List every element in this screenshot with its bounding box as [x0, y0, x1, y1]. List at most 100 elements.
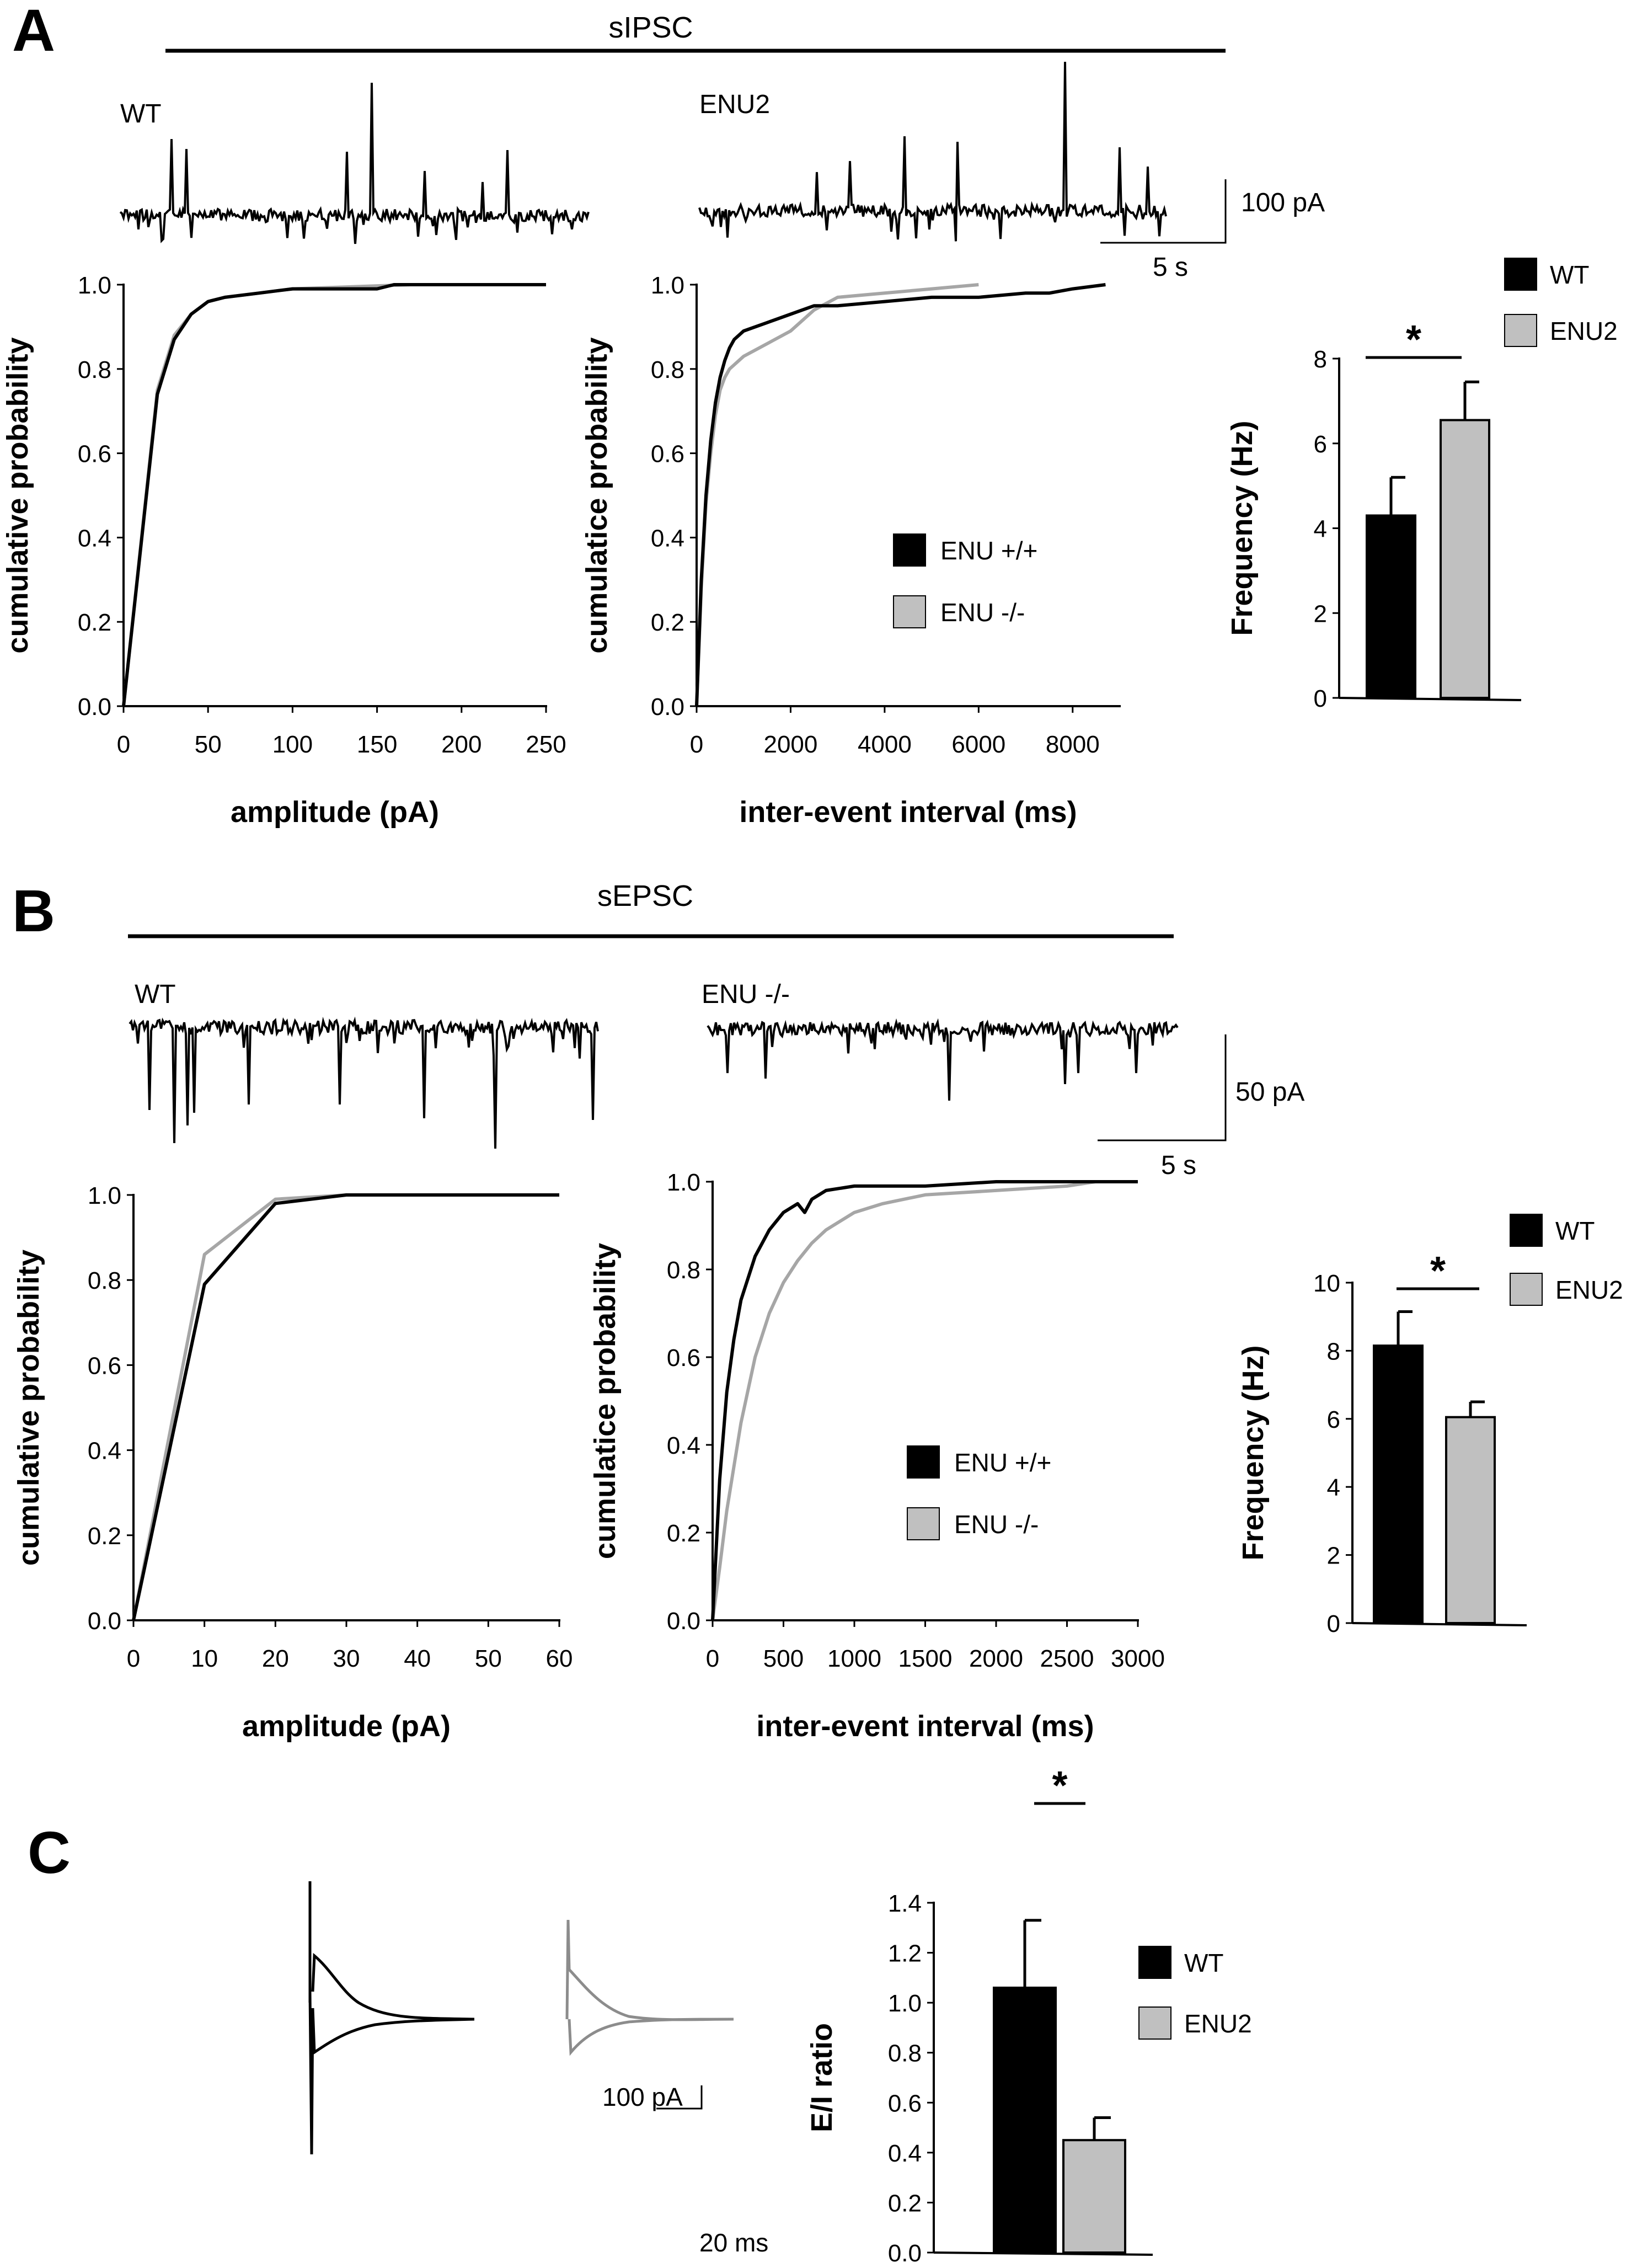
legend-label: ENU -/-	[940, 598, 1025, 627]
x-tick-label: 40	[404, 1645, 431, 1672]
series-line-enu-ko	[132, 1193, 418, 1621]
legend-label: ENU2	[1184, 2009, 1252, 2038]
x-tick-label: 1500	[898, 1645, 953, 1672]
series-line-enu-ko	[695, 283, 979, 707]
panel-a-wt-label: WT	[120, 99, 162, 129]
y-tick-label: 0.6	[88, 1352, 121, 1379]
bar-enu2	[1440, 419, 1490, 699]
x-tick-label: 2500	[1040, 1645, 1094, 1672]
y-tick-label: 0.4	[88, 1438, 121, 1465]
bar-enu2	[1062, 2139, 1126, 2254]
legend-swatch	[1510, 1214, 1543, 1247]
x-tick-label: 8000	[1046, 731, 1100, 758]
y-tick-label: 0.0	[651, 693, 684, 721]
series-line-enu-ko	[711, 1180, 1138, 1621]
y-tick-label: 4	[1314, 516, 1327, 543]
x-tick-label: 50	[195, 731, 222, 758]
significance-star: *	[1406, 318, 1421, 362]
evoked-trace-enu2	[565, 1919, 734, 2056]
y-tick-label: 0.6	[888, 2090, 922, 2117]
legend-label: WT	[1550, 260, 1590, 289]
x-tick-label: 150	[357, 731, 397, 758]
x-axis-label: amplitude (pA)	[242, 1710, 451, 1743]
legend-swatch	[907, 1445, 940, 1479]
y-tick-label: 0.8	[78, 356, 111, 383]
panel-c-scale-time: 20 ms	[699, 2228, 768, 2257]
y-axis-label: cumulative probability	[1, 337, 34, 653]
y-tick-label: 1.0	[888, 1990, 922, 2017]
legend-swatch	[1510, 1273, 1543, 1306]
series-line-enu-wt	[695, 283, 1106, 707]
x-tick-label: 0	[706, 1645, 719, 1672]
y-tick-label: 8	[1314, 346, 1327, 373]
legend-label: ENU +/+	[940, 536, 1037, 565]
panel-b-scale-time: 5 s	[1161, 1151, 1196, 1180]
y-axis-label: cumulatice probability	[589, 1243, 622, 1559]
y-tick-label: 0.2	[667, 1520, 700, 1547]
x-axis-label: inter-event interval (ms)	[756, 1710, 1094, 1743]
chart-b-frequency-bars: 0 2 4 6 8 10 Frequency (Hz) * WT ENU2	[1237, 1214, 1623, 1637]
legend-swatch	[907, 1507, 940, 1540]
y-tick-label: 1.0	[78, 272, 111, 299]
panel-b-enu-label: ENU -/-	[702, 980, 790, 1009]
legend-label: ENU -/-	[954, 1510, 1039, 1539]
legend-label: ENU2	[1550, 317, 1618, 345]
y-axis-label: Frequency (Hz)	[1237, 1345, 1270, 1560]
y-tick-label: 0.4	[667, 1432, 700, 1459]
x-tick-label: 500	[763, 1645, 804, 1672]
x-axis-label: inter-event interval (ms)	[739, 796, 1077, 829]
chart-c-ei-ratio-bars: 0.0 0.2 0.4 0.6 0.8 1.0 1.2 1.4 E/I ratio * WT ENU2	[805, 1764, 1252, 2267]
x-tick-label: 100	[272, 731, 313, 758]
y-tick-label: 1.0	[88, 1182, 121, 1209]
x-tick-label: 6000	[951, 731, 1005, 758]
series-line-enu-wt	[122, 283, 546, 707]
x-tick-label: 0	[117, 731, 130, 758]
series-line-enu-wt	[132, 1193, 559, 1621]
y-tick-label: 0.8	[651, 356, 684, 383]
x-tick-label: 60	[546, 1645, 573, 1672]
sipsc-trace-wt	[119, 82, 590, 244]
legend-swatch	[1138, 2006, 1171, 2040]
bar-wt	[1373, 1344, 1424, 1625]
y-tick-label: 0.0	[88, 1608, 121, 1635]
chart-a-amplitude-cdf: 0.0 0.2 0.4 0.6 0.8 1.0 0 50 100 150 200 250 amplitu…	[1, 272, 566, 829]
chart-a-interval-cdf: 0.0 0.2 0.4 0.6 0.8 1.0 0 2000 4000 6000 8000 inter…	[580, 272, 1121, 829]
panel-a-scale-bar	[1100, 179, 1227, 244]
legend-label: ENU2	[1555, 1276, 1623, 1304]
y-axis-label: Frequency (Hz)	[1226, 420, 1259, 636]
y-tick-label: 2	[1327, 1543, 1340, 1570]
panel-b-letter: B	[12, 877, 55, 944]
panel-a-letter: A	[12, 0, 55, 63]
significance-star: *	[1052, 1764, 1067, 1808]
x-tick-label: 2000	[763, 731, 817, 758]
y-tick-label: 1.0	[651, 272, 684, 299]
legend-label: WT	[1555, 1216, 1595, 1245]
y-tick-label: 0.8	[88, 1267, 121, 1294]
x-tick-label: 2000	[969, 1645, 1023, 1672]
x-tick-label: 1000	[827, 1645, 881, 1672]
y-tick-label: 0	[1314, 685, 1327, 712]
x-tick-label: 10	[191, 1645, 218, 1672]
y-tick-label: 2	[1314, 600, 1327, 627]
y-tick-label: 0.0	[667, 1608, 700, 1635]
bar-enu2	[1445, 1416, 1496, 1625]
y-tick-label: 0.4	[78, 525, 111, 552]
x-tick-label: 30	[333, 1645, 360, 1672]
panel-a-scale-amp: 100 pA	[1241, 188, 1325, 217]
y-tick-label: 0	[1327, 1610, 1340, 1637]
panel-b-scale-bar	[1098, 1034, 1227, 1141]
y-tick-label: 6	[1327, 1406, 1340, 1433]
legend-swatch	[893, 595, 926, 628]
y-tick-label: 8	[1327, 1338, 1340, 1365]
x-tick-label: 0	[690, 731, 703, 758]
y-tick-label: 0.2	[651, 609, 684, 636]
panel-b-scale-amp: 50 pA	[1235, 1077, 1304, 1107]
x-axis-label: amplitude (pA)	[231, 796, 439, 829]
y-axis-label: E/I ratio	[805, 2023, 838, 2132]
y-tick-label: 0.2	[78, 609, 111, 636]
y-tick-label: 1.0	[667, 1169, 700, 1196]
chart-b-amplitude-cdf: 0.0 0.2 0.4 0.6 0.8 1.0 0 10 20 30 40 50 60 amplitude…	[12, 1182, 573, 1743]
bar-wt	[993, 1986, 1057, 2254]
panel-a-enu-label: ENU2	[699, 90, 770, 119]
